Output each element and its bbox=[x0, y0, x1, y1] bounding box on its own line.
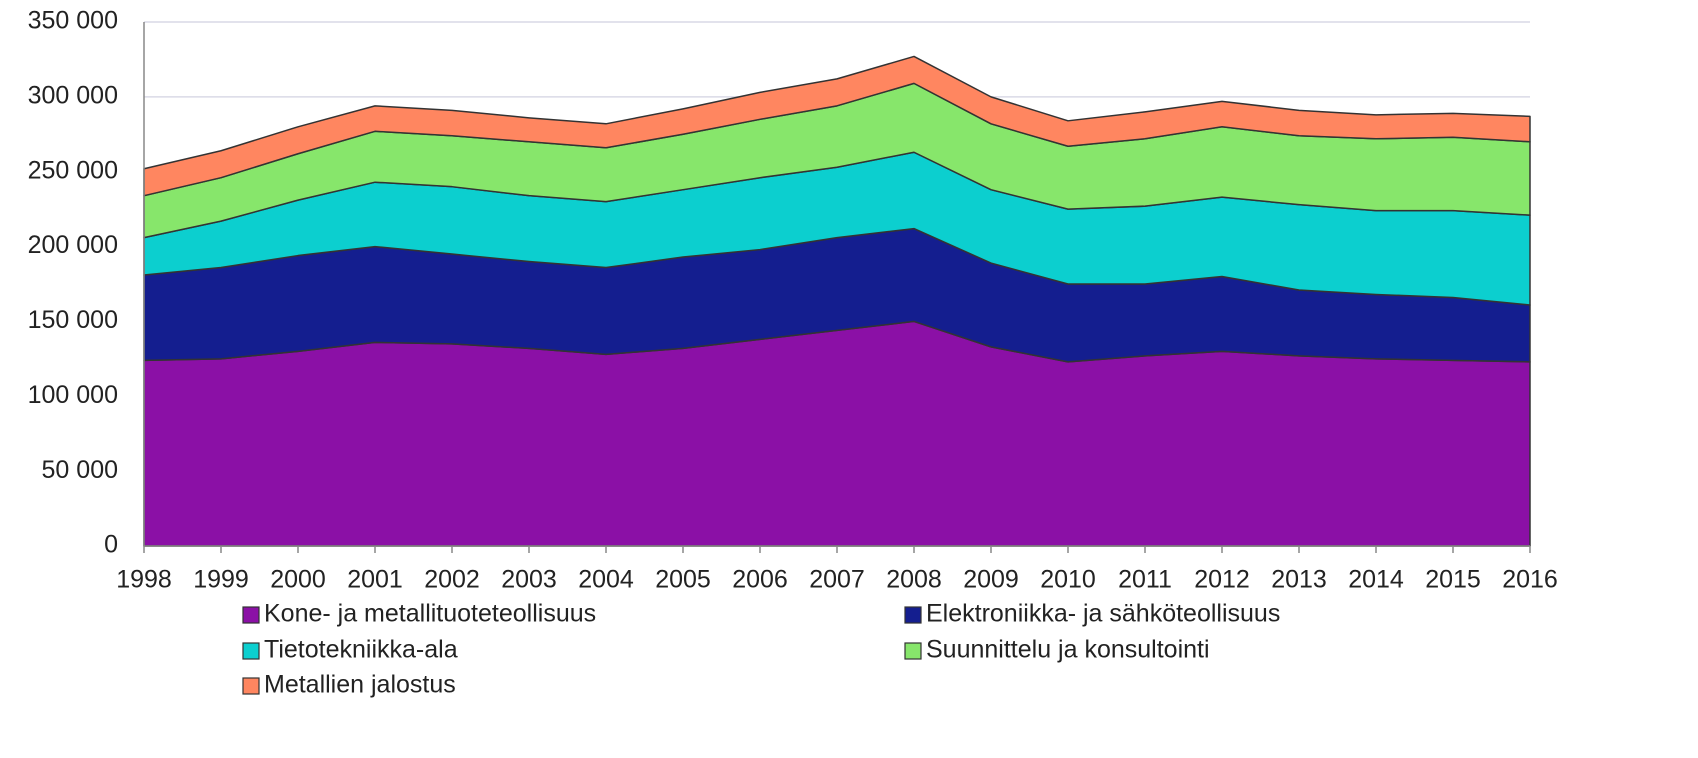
legend-label: Tietotekniikka-ala bbox=[264, 636, 458, 664]
legend-label: Elektroniikka- ja sähköteollisuus bbox=[926, 600, 1280, 628]
x-tick-label: 2012 bbox=[1194, 566, 1250, 594]
y-tick-label: 150 000 bbox=[28, 306, 118, 334]
x-tick-label: 2014 bbox=[1348, 566, 1404, 594]
y-tick-label: 200 000 bbox=[28, 231, 118, 259]
x-tick-label: 2016 bbox=[1502, 566, 1558, 594]
area bbox=[143, 55, 1531, 197]
x-tick-label: 2011 bbox=[1118, 566, 1172, 594]
x-tick-label: 2002 bbox=[424, 566, 480, 594]
y-tick-label: 250 000 bbox=[28, 156, 118, 184]
legend-label: Metallien jalostus bbox=[264, 671, 456, 699]
legend-swatch bbox=[242, 677, 260, 695]
legend-label: Kone- ja metallituoteteollisuus bbox=[264, 600, 596, 628]
x-tick-label: 2001 bbox=[347, 566, 403, 594]
x-tick-label: 2000 bbox=[270, 566, 326, 594]
y-tick-label: 0 bbox=[104, 531, 118, 559]
legend-swatch bbox=[904, 606, 922, 624]
x-tick-label: 2005 bbox=[655, 566, 711, 594]
legend-label: Suunnittelu ja konsultointi bbox=[926, 636, 1210, 664]
y-tick-label: 100 000 bbox=[28, 381, 118, 409]
x-tick-label: 2004 bbox=[578, 566, 634, 594]
y-tick-label: 50 000 bbox=[42, 456, 118, 484]
x-tick-label: 1999 bbox=[193, 566, 249, 594]
x-tick-label: 1998 bbox=[116, 566, 172, 594]
x-tick-label: 2003 bbox=[501, 566, 557, 594]
y-tick-label: 300 000 bbox=[28, 81, 118, 109]
x-tick-label: 2009 bbox=[963, 566, 1019, 594]
x-tick-label: 2008 bbox=[886, 566, 942, 594]
x-tick-label: 2007 bbox=[809, 566, 865, 594]
y-tick-label: 350 000 bbox=[28, 7, 118, 35]
legend-swatch bbox=[904, 642, 922, 660]
x-tick-label: 2010 bbox=[1040, 566, 1096, 594]
legend-swatch bbox=[242, 606, 260, 624]
legend-swatch bbox=[242, 642, 260, 660]
x-tick-label: 2015 bbox=[1425, 566, 1481, 594]
x-tick-label: 2013 bbox=[1271, 566, 1327, 594]
x-tick-label: 2006 bbox=[732, 566, 788, 594]
